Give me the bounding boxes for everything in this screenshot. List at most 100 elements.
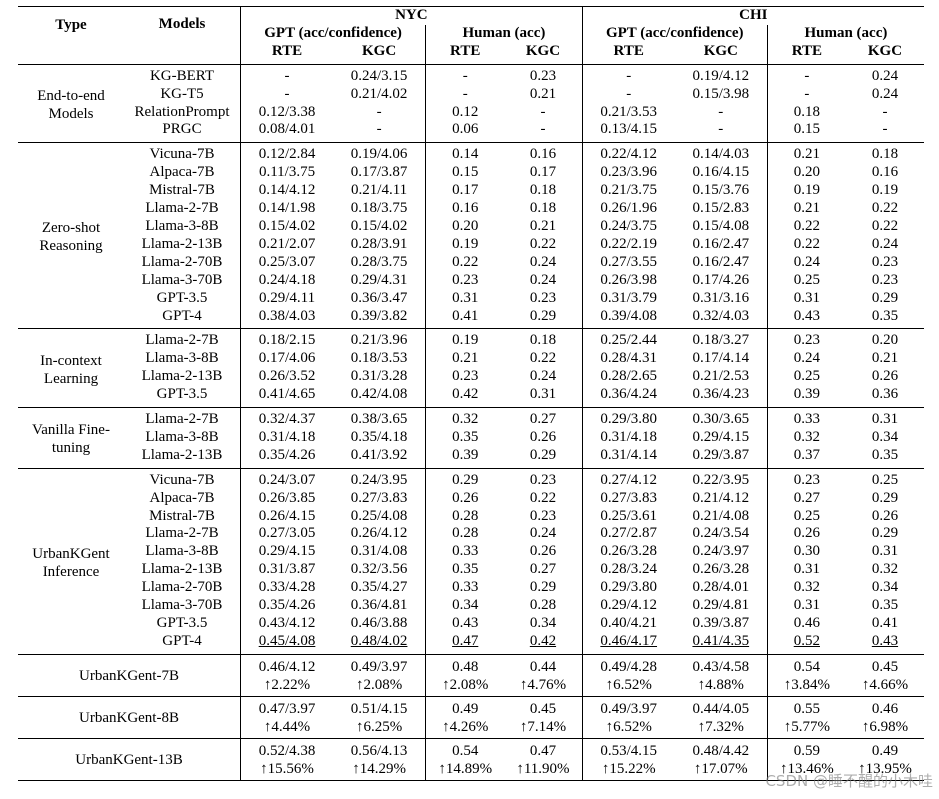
value-cell: 0.24 — [871, 85, 899, 102]
value-cell: 0.48 ↑2.08% — [425, 653, 505, 697]
model-cell: UrbanKGent-13B — [18, 737, 241, 781]
value-cell: 0.14/1.98 — [240, 200, 334, 218]
model-cell: GPT-4 — [124, 307, 241, 329]
value-cell: 0.29/3.80 — [581, 579, 675, 598]
value-cell: 0.15/4.02 — [240, 217, 334, 236]
value-cell: 0.18/2.15 — [240, 328, 334, 351]
value-cell: 0.19/4.06 — [333, 142, 426, 165]
value-cell: 0.26/3.52 — [240, 368, 334, 387]
gain: ↑6.52% — [605, 718, 652, 735]
model-cell: Llama-3-8B — [124, 217, 241, 236]
gain: ↑11.90% — [516, 760, 570, 777]
value-cell: 0.16 — [425, 200, 505, 218]
value-cell: 0.42/4.08 — [350, 386, 408, 403]
value-cell: 0.21/4.11 — [351, 182, 408, 199]
score: 0.52/4.38 — [258, 742, 316, 759]
gain: ↑4.88% — [697, 676, 744, 693]
value-cell: 0.32 — [766, 428, 846, 447]
value-cell: 0.23 — [425, 368, 505, 387]
gain: ↑2.22% — [263, 676, 311, 693]
value-cell: 0.27/3.05 — [240, 525, 334, 544]
value-cell: 0.13/4.15 — [581, 121, 675, 143]
model-cell: Mistral-7B — [124, 182, 241, 201]
value-cell: 0.35 — [871, 307, 899, 324]
value-cell: 0.35/4.27 — [350, 579, 408, 596]
value-cell: 0.35 — [425, 561, 505, 580]
value-cell: 0.12/2.84 — [240, 142, 334, 165]
value-cell: 0.27 — [766, 489, 846, 508]
table-row: Llama-3-8B 0.15/4.02 0.15/4.02 0.20 0.21 0.24… — [18, 217, 924, 236]
value-cell: - — [425, 85, 505, 104]
table-row: Alpaca-7B 0.11/3.75 0.17/3.87 0.15 0.17 0.23/… — [18, 164, 924, 183]
model-cell: Alpaca-7B — [124, 489, 241, 508]
value-cell: 0.26/3.98 — [581, 271, 675, 290]
score: 0.54 — [452, 742, 479, 759]
value-cell: 0.47/3.97 ↑4.44% — [240, 695, 334, 739]
score: 0.46 — [871, 700, 899, 717]
metric-header: Human (acc) — [425, 24, 583, 43]
value-cell: 0.22/2.19 — [581, 235, 675, 254]
gain: ↑5.77% — [783, 718, 830, 735]
value-cell: 0.18/3.75 — [350, 200, 408, 217]
value-cell: 0.31 — [425, 289, 505, 308]
value-cell: 0.35 — [425, 428, 505, 447]
model-cell: UrbanKGent-8B — [18, 695, 241, 739]
table-row: Mistral-7B 0.26/4.15 0.25/4.08 0.28 0.23 0.25… — [18, 507, 924, 526]
value-cell: - — [240, 85, 334, 104]
table-row: Llama-2-7B 0.27/3.05 0.26/4.12 0.28 0.24 0.27… — [18, 525, 924, 544]
value-cell: 0.26 — [529, 428, 557, 445]
watermark: CSDN @睡不醒的小木哇 — [765, 772, 933, 790]
value-cell: 0.21/3.96 — [333, 328, 426, 351]
metric-header: GPT (acc/confidence) — [239, 24, 426, 43]
value-cell: 0.29/4.31 — [350, 271, 408, 288]
type-cell: End-to-end Models — [18, 63, 124, 143]
value-cell: 0.26 — [766, 525, 846, 544]
value-cell: 0.38/3.65 — [333, 407, 426, 429]
value-cell: 0.44/4.05 ↑7.32% — [674, 695, 768, 739]
table-row: Vanilla Fine-tuning Llama-2-7B 0.32/4.37 0.… — [18, 407, 924, 469]
value-cell: - — [581, 63, 675, 86]
score: 0.49/4.28 — [600, 658, 658, 675]
value-cell: 0.24 — [529, 368, 557, 385]
value-cell: 0.21/4.08 — [692, 507, 750, 524]
value-cell: 0.46/4.12 ↑2.22% — [240, 653, 334, 697]
table-row: Llama-2-13B 0.31/3.87 0.32/3.56 0.35 0.27 0.2… — [18, 561, 924, 580]
gain: ↑7.14% — [519, 718, 567, 735]
table-row: KG-T5-0.21/4.02-0.21-0.15/3.98-0.24 — [18, 85, 924, 104]
value-cell: 0.21/3.75 — [581, 182, 675, 201]
model-cell: Mistral-7B — [124, 507, 241, 526]
model-cell: KG-T5 — [124, 85, 241, 104]
value-cell: 0.22 — [766, 235, 846, 254]
value-cell: 0.12 — [425, 103, 505, 122]
table-row: Llama-2-7B 0.14/1.98 0.18/3.75 0.16 0.18 0.26… — [18, 200, 924, 218]
value-cell: 0.31 — [766, 597, 846, 615]
value-cell: 0.15/2.83 — [692, 200, 750, 217]
value-cell: 0.35/4.26 — [240, 597, 334, 615]
table-row: Llama-2-70B 0.33/4.28 0.35/4.27 0.33 0.29 0.2… — [18, 579, 924, 598]
value-cell: 0.27/2.87 — [581, 525, 675, 544]
value-cell: 0.18/3.53 — [350, 350, 408, 367]
value-cell: 0.28/4.31 — [581, 350, 675, 369]
value-cell: 0.29 — [871, 289, 899, 306]
value-cell: 0.36 — [871, 386, 899, 403]
value-cell: 0.27/3.83 — [350, 489, 408, 506]
model-cell: RelationPrompt — [124, 103, 241, 122]
value-cell: 0.29 — [425, 467, 505, 490]
gain: ↑15.22% — [601, 760, 656, 777]
value-cell: 0.31/3.16 — [692, 289, 750, 306]
model-cell: KG-BERT — [124, 63, 241, 86]
value-cell: 0.35 — [871, 446, 899, 463]
gain: ↑14.89% — [438, 760, 493, 777]
gain: ↑17.07% — [693, 760, 748, 777]
final-row: UrbanKGent-7B 0.46/4.12 ↑2.22% 0.49/3.97 ↑2.… — [18, 653, 924, 697]
value-cell: 0.29/4.81 — [692, 597, 750, 614]
value-cell: 0.27/3.55 — [581, 253, 675, 272]
value-cell: 0.16/2.47 — [692, 253, 750, 270]
value-cell: - — [882, 103, 888, 120]
value-cell: 0.22 — [529, 350, 557, 367]
value-cell: 0.52 — [766, 632, 846, 655]
value-cell: 0.29/3.80 — [581, 407, 675, 429]
value-cell: 0.18 — [504, 328, 583, 351]
value-cell: 0.18 — [529, 200, 557, 217]
score: 0.54 — [793, 658, 820, 675]
